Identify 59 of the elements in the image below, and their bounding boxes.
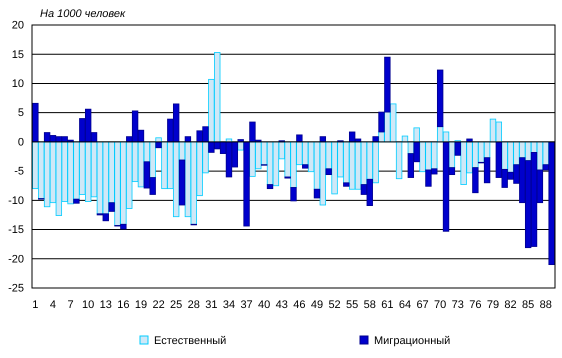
x-tick-label: 13: [100, 298, 112, 311]
x-tick-label: 22: [152, 298, 165, 311]
x-tick-label: 82: [504, 298, 517, 311]
x-tick-label: 19: [134, 298, 148, 311]
y-tick-label: 15: [12, 48, 24, 61]
x-tick-label: 64: [398, 298, 412, 311]
bar: [290, 187, 297, 202]
x-tick-label: 31: [205, 298, 218, 311]
bar: [32, 102, 39, 142]
x-tick-label: 46: [293, 298, 306, 311]
bar: [302, 164, 308, 169]
legend-label: Естественный: [154, 335, 226, 347]
chart-title: На 1000 человек: [40, 8, 126, 20]
x-tick-label: 10: [82, 298, 94, 311]
y-tick-label: -15: [8, 224, 24, 236]
x-tick-label: 28: [188, 298, 200, 311]
x-tick-label: 16: [117, 298, 130, 311]
bar: [296, 134, 303, 142]
x-tick-label: 52: [328, 298, 341, 311]
y-tick-label: 20: [12, 20, 24, 32]
x-tick-label: 55: [346, 298, 358, 311]
y-tick-label: 5: [18, 107, 24, 120]
x-tick-label: 73: [452, 298, 464, 311]
legend-label: Миграционный: [374, 335, 450, 347]
y-tick-label: 10: [12, 78, 24, 90]
x-tick-label: 34: [222, 298, 236, 311]
bar: [372, 136, 379, 142]
x-tick-label: 70: [434, 298, 446, 311]
bar: [343, 182, 350, 187]
x-tick-label: 76: [469, 298, 482, 311]
bar: [178, 160, 186, 206]
bar: [266, 184, 274, 190]
bar: [414, 127, 420, 142]
x-tick-label: 49: [310, 298, 324, 311]
x-tick-label: 25: [170, 298, 182, 311]
y-tick-label: -10: [8, 194, 24, 207]
x-tick-label: 7: [68, 298, 74, 311]
x-tick-label: 40: [258, 298, 270, 311]
x-tick-label: 61: [381, 298, 394, 311]
x-tick-label: 1: [32, 298, 38, 311]
bar: [436, 70, 444, 128]
bar: [472, 167, 479, 194]
x-tick-label: 88: [540, 298, 552, 311]
y-tick-label: -25: [8, 282, 24, 295]
y-tick-label: -20: [8, 253, 24, 266]
bar: [326, 168, 332, 176]
x-tick-label: 43: [276, 298, 288, 311]
x-tick-label: 37: [240, 298, 253, 311]
bar: [454, 141, 461, 156]
x-tick-label: 85: [522, 298, 534, 311]
y-tick-label: 0: [18, 136, 24, 148]
bar: [320, 136, 326, 142]
x-tick-label: 4: [50, 298, 56, 311]
x-tick-label: 58: [364, 298, 376, 311]
bar: [184, 136, 192, 142]
x-tick-label: 79: [486, 298, 500, 311]
x-tick-label: 67: [416, 298, 429, 311]
y-tick-label: -5: [14, 166, 24, 178]
bar: [314, 188, 320, 198]
